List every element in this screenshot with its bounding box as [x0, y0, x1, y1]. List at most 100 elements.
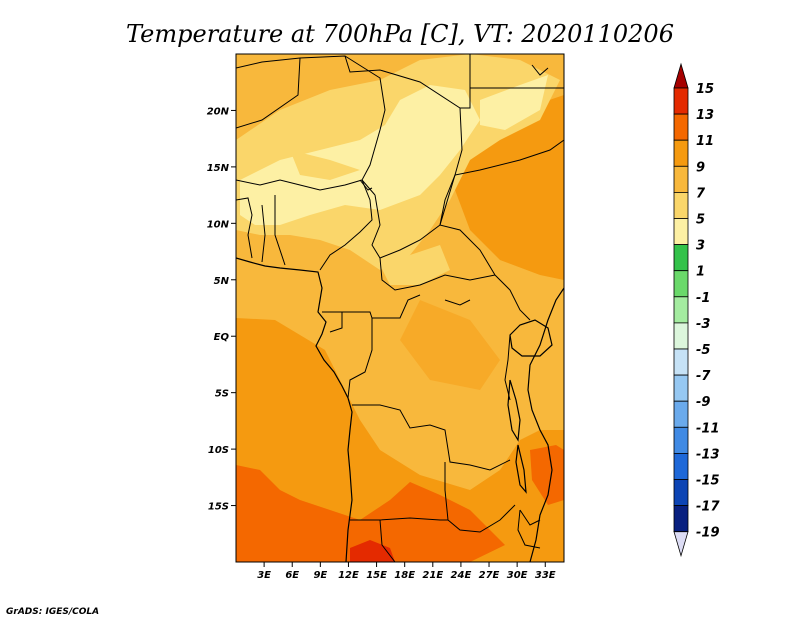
- map-panel: 20N 15N 10N 5N EQ 5S 10S 15S 3E 6E 9E 12E 15E 18E 21E…: [207, 53, 565, 581]
- colorbar-label: 7: [696, 186, 706, 201]
- border-eq-guinea: [329, 312, 343, 333]
- border-namibia-botswana: [379, 519, 396, 562]
- lake-chad-outline: [359, 179, 373, 191]
- lon-tick-label: 21E: [422, 570, 443, 581]
- colorbar-label: 9: [696, 160, 705, 175]
- latitude-axis: 20N 15N 10N 5N EQ 5S 10S 15S: [207, 106, 236, 513]
- colorbar-label: 3: [696, 239, 705, 254]
- field-3-5-sahel: [240, 85, 480, 225]
- border-nigeria-cameroon: [319, 179, 373, 271]
- border-car-chad: [371, 194, 496, 276]
- longitude-axis: 3E 6E 9E 12E 15E 18E 21E 24E 27E 30E 33E: [257, 562, 556, 581]
- colorbar-swatch: [673, 505, 689, 533]
- lat-tick-label: 10S: [208, 445, 229, 456]
- border-burkina-niger: [236, 179, 363, 191]
- grads-credit: GrADS: IGES/COLA: [6, 607, 99, 617]
- colorbar-swatch: [673, 113, 689, 141]
- colorbar-label: -9: [696, 395, 710, 410]
- colorbar-label: 11: [696, 134, 714, 149]
- colorbar-swatch: [673, 218, 689, 246]
- border-zimbabwe-mozambique: [517, 509, 541, 549]
- lat-tick-label: 15N: [207, 163, 230, 174]
- colorbar-label: -17: [696, 500, 720, 515]
- colorbar-swatch: [673, 322, 689, 350]
- lon-tick-label: 24E: [451, 570, 472, 581]
- field-13-15-spot: [350, 540, 395, 562]
- border-south-sudan-uganda: [494, 274, 531, 321]
- border-nigeria-west: [274, 195, 286, 266]
- field-9-11-south: [236, 318, 564, 562]
- border-namibia-angola: [350, 517, 448, 521]
- lon-tick-label: 27E: [479, 570, 500, 581]
- border-sudan-ethiopia: [439, 139, 564, 226]
- colorbar-swatch: [673, 374, 689, 402]
- colorbar-label: -13: [696, 447, 720, 462]
- temperature-field: [236, 54, 564, 562]
- colorbar-swatch: [673, 270, 689, 298]
- lon-tick-label: 12E: [338, 570, 359, 581]
- colorbar-label: 5: [696, 213, 705, 228]
- border-algeria-libya: [236, 54, 471, 109]
- border-congo-drc: [347, 318, 373, 399]
- colorbar-swatch: [673, 479, 689, 507]
- map-frame: [235, 53, 565, 563]
- field-11-13-south: [236, 465, 505, 562]
- colorbar-swatch: [673, 139, 689, 167]
- nile-delta-fragment: [531, 64, 549, 76]
- border-angola-drc-zambia: [352, 404, 511, 471]
- lake-malawi: [515, 444, 527, 494]
- field-9-11-congo: [400, 300, 500, 390]
- colorbar-label: 15: [696, 82, 714, 97]
- border-lake-fragment: [444, 299, 471, 306]
- field-3-5-northeast: [480, 75, 548, 130]
- colorbar-swatch: [673, 191, 689, 219]
- lat-tick-label: EQ: [214, 332, 230, 343]
- lat-tick-label: 5S: [215, 389, 229, 400]
- field-5-7-central: [380, 245, 450, 285]
- lat-tick-label: 10N: [207, 219, 230, 230]
- lon-tick-label: 33E: [535, 570, 556, 581]
- colorbar-swatch: [673, 426, 689, 454]
- lat-tick-label: 15S: [208, 502, 229, 513]
- lake-tanganyika: [507, 379, 521, 442]
- border-drc-east: [504, 334, 511, 401]
- lake-victoria: [509, 319, 553, 357]
- border-benin: [261, 204, 266, 263]
- atlantic-coastline: [236, 257, 353, 562]
- border-ghana-togo: [236, 197, 253, 259]
- colorbar-label: -19: [696, 526, 720, 541]
- colorbar-label: 1: [696, 265, 705, 280]
- colorbar-min-arrow: [673, 531, 689, 558]
- colorbar-label: -5: [696, 343, 710, 358]
- colorbar-swatch: [673, 244, 689, 272]
- colorbar-label: 13: [696, 108, 714, 123]
- colorbar-label: -15: [696, 474, 720, 489]
- colorbar-max-arrow: [673, 62, 689, 89]
- field-11-13-southeast: [530, 445, 564, 505]
- colorbar-label: -3: [696, 317, 710, 332]
- field-5-7-patch: [290, 150, 360, 180]
- lon-tick-label: 9E: [313, 570, 327, 581]
- colorbar-swatch: [673, 87, 689, 115]
- border-zambia-south: [444, 462, 516, 533]
- lon-tick-label: 15E: [366, 570, 387, 581]
- lat-tick-label: 20N: [207, 106, 230, 117]
- lon-tick-label: 3E: [257, 570, 271, 581]
- border-mali: [236, 57, 301, 129]
- boundaries: [236, 54, 564, 562]
- colorbar-label: -1: [696, 291, 710, 306]
- colorbar-label: -7: [696, 369, 711, 384]
- colorbar-swatch: [673, 400, 689, 428]
- colorbar-swatch: [673, 452, 689, 480]
- lat-tick-label: 5N: [214, 276, 230, 287]
- border-mozambique: [519, 509, 541, 526]
- colorbar-swatch: [673, 296, 689, 324]
- colorbar: 15 13 11 9 7 5 3 1 -1 -3 -5 -7 -9 -11 -13 -15 -17 -19: [673, 62, 720, 558]
- colorbar-label: -11: [696, 421, 720, 436]
- colorbar-swatch: [673, 165, 689, 193]
- lon-tick-label: 30E: [507, 570, 528, 581]
- border-car-drc: [379, 257, 496, 291]
- colorbar-swatch: [673, 348, 689, 376]
- indian-ocean-coastline: [527, 287, 564, 562]
